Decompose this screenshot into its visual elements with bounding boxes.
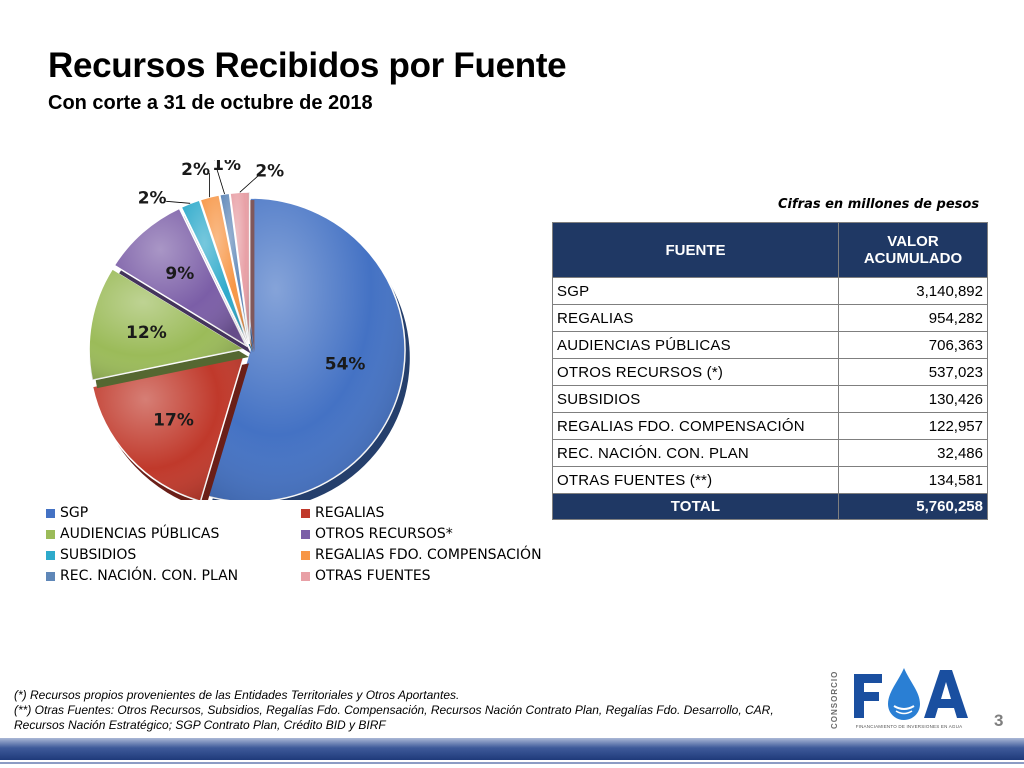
legend-item: REGALIAS FDO. COMPENSACIÓN [301,545,556,565]
row-value: 122,957 [838,412,988,440]
legend-label: SUBSIDIOS [60,547,137,563]
pie-chart: 54%17%12%9%2%2% 1% 2% [88,160,410,500]
pie-slice-shine [92,355,245,500]
footnote-1: (*) Recursos propios provenientes de las… [14,688,460,702]
fia-logo: CONSORCIO FINANCIAMIENTO DE INVERSIONES … [830,666,970,736]
legend-item: REGALIAS [301,503,556,523]
table-row: OTRAS FUENTES (**) 134,581 [552,466,988,494]
pie-slice-shine [219,193,250,345]
pie-leader-line [239,174,261,193]
row-source-name: SGP [552,277,839,305]
footnote-2: (**) Otras Fuentes: Otros Recursos, Subs… [14,703,774,717]
pie-leader-lines [166,167,261,204]
page-number: 3 [994,711,1004,730]
row-value: 32,486 [838,439,988,467]
table-row: REC. NACIÓN. CON. PLAN 32,486 [552,439,988,467]
row-value: 537,023 [838,358,988,386]
row-source-name: REC. NACIÓN. CON. PLAN [552,439,839,467]
row-source-name: OTROS RECURSOS (*) [552,358,839,386]
legend-label: REGALIAS [315,505,385,521]
header-source: FUENTE [552,222,839,278]
units-note: Cifras en millones de pesos [778,197,980,212]
legend-swatch [46,550,55,560]
legend-item: OTRAS FUENTES [301,566,556,586]
bottom-decorative-line [0,762,1024,764]
logo-side-text: CONSORCIO [830,670,839,730]
legend-swatch [46,529,55,539]
table-row: REGALIAS FDO. COMPENSACIÓN 122,957 [552,412,988,440]
table-row: SGP 3,140,892 [552,277,988,305]
legend-item: AUDIENCIAS PÚBLICAS [46,524,301,544]
page-subtitle: Con corte a 31 de octubre de 2018 [48,92,373,114]
row-value: 130,426 [838,385,988,413]
pie-data-label: 2% [255,161,284,181]
logo-caption: FINANCIAMIENTO DE INVERSIONES EN AGUA [855,724,963,729]
row-source-name: REGALIAS FDO. COMPENSACIÓN [552,412,839,440]
sources-table: FUENTE VALOR ACUMULADO SGP 3,140,892 REGAL… [552,222,988,520]
row-source-name: OTRAS FUENTES (**) [552,466,839,494]
bottom-decorative-bar [0,738,1024,760]
table-row: OTROS RECURSOS (*) 537,023 [552,358,988,386]
legend-swatch [46,571,55,581]
pie-data-label: 2% [181,160,210,180]
total-label: TOTAL [552,493,839,520]
pie-slice-shine [229,192,250,345]
legend-label: AUDIENCIAS PÚBLICAS [60,526,220,542]
logo-mark [854,668,968,720]
legend-swatch [301,571,310,581]
legend-label: OTROS RECURSOS* [315,526,453,542]
row-source-name: AUDIENCIAS PÚBLICAS [552,331,839,359]
legend-label: REC. NACIÓN. CON. PLAN [60,568,239,584]
table-row: AUDIENCIAS PÚBLICAS 706,363 [552,331,988,359]
row-value: 134,581 [838,466,988,494]
pie-data-label: 1% [212,160,241,175]
legend-swatch [301,529,310,539]
pie-data-label: 12% [126,323,167,343]
legend-swatch [301,550,310,560]
legend-swatch [301,508,310,518]
page-title: Recursos Recibidos por Fuente [48,46,567,85]
row-value: 954,282 [838,304,988,332]
legend-item: SUBSIDIOS [46,545,301,565]
table-header-row: FUENTE VALOR ACUMULADO [552,222,988,278]
table-row: SUBSIDIOS 130,426 [552,385,988,413]
pie-data-label: 17% [153,410,194,430]
pie-leader-line [166,200,191,204]
footnotes: (*) Recursos propios provenientes de las… [14,688,774,733]
pie-data-label: 2% [138,188,167,208]
table-total-row: TOTAL 5,760,258 [552,493,988,520]
legend-label: OTRAS FUENTES [315,568,431,584]
legend-item: SGP [46,503,301,523]
row-source-name: REGALIAS [552,304,839,332]
pie-data-labels: 54%17%12%9%2%2% 1% 2% [126,160,365,430]
pie-leader-line [216,167,225,195]
footnote-3: Recursos Nación Estratégico; SGP Contrat… [14,718,386,732]
legend-item: REC. NACIÓN. CON. PLAN [46,566,301,586]
legend-label: SGP [60,505,89,521]
pie-slice-shine [200,194,249,345]
row-value: 706,363 [838,331,988,359]
pie-data-label: 54% [325,354,366,374]
legend-item: OTROS RECURSOS* [301,524,556,544]
legend-swatch [46,508,55,518]
row-source-name: SUBSIDIOS [552,385,839,413]
legend-label: REGALIAS FDO. COMPENSACIÓN [315,547,542,563]
pie-slice-shine [206,198,405,500]
pie-slice-shine [114,208,246,346]
pie-data-label: 9% [165,264,194,284]
row-value: 3,140,892 [838,277,988,305]
pie-slices [88,191,410,500]
pie-slice-shine [181,200,248,345]
chart-legend: SGP REGALIAS AUDIENCIAS PÚBLICAS OTROS RECU… [46,503,556,586]
header-value: VALOR ACUMULADO [838,222,988,278]
total-value: 5,760,258 [838,493,988,520]
pie-slice-shine [89,268,245,381]
table-row: REGALIAS 954,282 [552,304,988,332]
